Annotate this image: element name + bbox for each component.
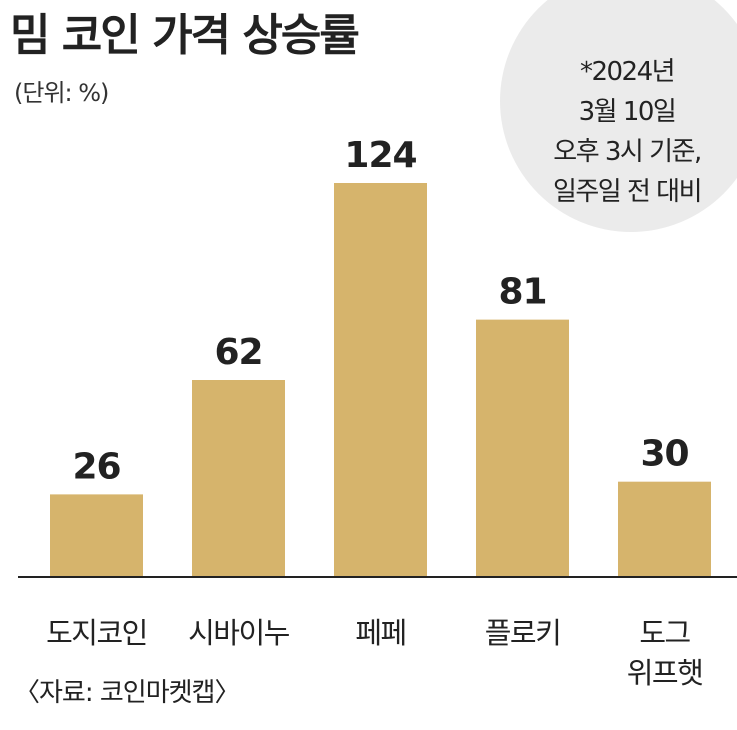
note-line: *2024년 [579,57,676,87]
category-label: 도지코인 [46,616,147,650]
bar [192,380,285,577]
data-label: 124 [344,135,416,176]
bar [334,183,427,577]
data-label: 62 [214,332,262,373]
note-line: 3월 10일 [578,97,677,127]
category-label: 도그 [639,616,690,650]
data-label: 30 [640,434,688,475]
category-label: 플로키 [485,616,561,650]
source-label: 〈자료: 코인마켓캡〉 [14,678,240,708]
data-label: 26 [72,446,120,487]
note-line: 일주일 전 대비 [552,177,703,207]
reference-time-note: *2024년 3월 10일 오후 3시 기준, 일주일 전 대비 [520,52,734,212]
category-label: 위프햇 [627,656,703,690]
category-label: 페페 [355,616,405,650]
data-label: 81 [498,272,546,313]
bar [50,494,143,577]
unit-label: (단위: %) [14,79,109,107]
note-line: 오후 3시 기준, [553,137,702,167]
bar [476,319,569,577]
note-background-circle [500,0,737,232]
chart-title: 밈 코인 가격 상승률 [10,10,360,61]
bar [618,481,711,577]
category-label: 시바이누 [188,616,290,650]
